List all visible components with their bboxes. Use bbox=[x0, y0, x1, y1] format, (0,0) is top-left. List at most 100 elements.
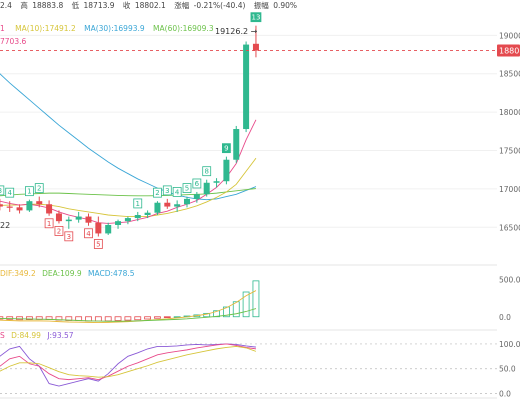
candle-body bbox=[203, 182, 210, 195]
marker-box bbox=[162, 185, 172, 196]
sequence-markers: 23412123451234568913 bbox=[0, 12, 262, 249]
j-label: J:93.57 bbox=[46, 331, 73, 340]
marker-label: 3 bbox=[165, 187, 169, 195]
dif-label: DIF:349.2 bbox=[0, 269, 36, 278]
d-label: D:84.99 bbox=[11, 331, 41, 340]
macd-bar bbox=[85, 316, 92, 322]
macd-bar bbox=[124, 316, 132, 321]
marker-label: 4 bbox=[7, 189, 12, 197]
dif-line bbox=[0, 290, 257, 324]
candle-body bbox=[105, 224, 112, 234]
marker-box bbox=[54, 226, 64, 236]
candle-body bbox=[75, 216, 82, 220]
marker-box bbox=[0, 185, 5, 196]
price-tick-label: 18000 bbox=[499, 108, 520, 117]
marker-label: 3 bbox=[0, 187, 2, 195]
marker-label: 5 bbox=[96, 241, 100, 249]
macd-bar bbox=[104, 316, 112, 322]
ma10-line bbox=[0, 157, 257, 217]
marker-box bbox=[84, 228, 93, 239]
dea-line bbox=[0, 308, 257, 322]
candle-body bbox=[26, 201, 33, 211]
macd-bar bbox=[232, 301, 240, 318]
price-tick-label: 17500 bbox=[499, 147, 520, 156]
ma10-label: MA(10):17491.2 bbox=[15, 24, 76, 33]
marker-label: 9 bbox=[224, 145, 228, 153]
candle-body bbox=[164, 202, 171, 207]
candle-body bbox=[144, 212, 151, 216]
candle-body bbox=[115, 221, 122, 225]
candle-body bbox=[213, 181, 220, 183]
macd-bar bbox=[16, 316, 23, 321]
dea-label: DEA:109.9 bbox=[42, 269, 82, 278]
kdj-pane bbox=[0, 343, 497, 394]
marker-label: 1 bbox=[136, 200, 140, 208]
ma30-line bbox=[0, 73, 257, 201]
current-price-value: 18802 bbox=[499, 47, 520, 56]
price-tick-label: 19000 bbox=[499, 31, 520, 40]
candle-body bbox=[46, 204, 53, 214]
marker-box bbox=[24, 186, 34, 197]
candle-body bbox=[184, 198, 190, 205]
macd-bar bbox=[144, 316, 152, 320]
candle-body bbox=[0, 204, 3, 207]
marker-label: 3 bbox=[67, 233, 71, 241]
candle-body bbox=[134, 215, 141, 219]
kdj-legend: S D:84.99 J:93.57 bbox=[0, 331, 74, 340]
macd-bar bbox=[6, 316, 14, 320]
ma5-line bbox=[0, 119, 257, 224]
kdj-tick-label: 0.0 bbox=[499, 390, 511, 399]
macd-bar bbox=[203, 312, 211, 318]
candles bbox=[0, 25, 259, 237]
header-ma-row: 1 MA(10):17491.2 MA(30):16993.9 MA(60):1… bbox=[0, 24, 214, 33]
header-extra-value: 7703.6 bbox=[0, 37, 26, 46]
marker-box bbox=[192, 178, 202, 189]
j-line bbox=[0, 343, 257, 387]
marker-box bbox=[250, 12, 262, 23]
macd-bar bbox=[25, 316, 33, 320]
k-label: S bbox=[0, 331, 5, 340]
current-price-tag: 18802 bbox=[497, 44, 520, 57]
candle-body bbox=[223, 159, 230, 182]
marker-label: 2 bbox=[155, 189, 159, 197]
candle-body bbox=[233, 129, 240, 160]
candle-body bbox=[174, 204, 181, 207]
price-axis: 19000 18500 18000 17500 17000 16500 500.0 0.0 10… bbox=[499, 31, 520, 398]
price-axis-bg bbox=[497, 0, 520, 400]
macd-legend: DIF:349.2 DEA:109.9 MACD:478.5 bbox=[0, 269, 135, 278]
marker-box bbox=[64, 231, 74, 242]
d-line bbox=[0, 345, 257, 378]
marker-box bbox=[34, 183, 44, 193]
marker-label: 6 bbox=[195, 180, 200, 188]
marker-box bbox=[153, 187, 162, 198]
marker-box bbox=[93, 239, 103, 249]
marker-label: 2 bbox=[37, 185, 41, 193]
macd-label: MACD:478.5 bbox=[88, 269, 135, 278]
marker-box bbox=[172, 187, 182, 197]
price-tick-label: 16500 bbox=[499, 223, 520, 232]
candle-body bbox=[243, 44, 250, 130]
kdj-tick-label: 100.0 bbox=[499, 340, 520, 349]
macd-tick-label: 500.0 bbox=[499, 275, 520, 284]
candle-body bbox=[85, 216, 92, 223]
marker-box bbox=[221, 143, 231, 154]
candle-body bbox=[65, 219, 72, 222]
candle-body bbox=[6, 206, 13, 208]
marker-label: 1 bbox=[47, 220, 51, 228]
marker-box bbox=[202, 166, 212, 177]
ma60-label: MA(60):16909.3 bbox=[153, 24, 214, 33]
grid bbox=[0, 34, 520, 399]
macd-bar bbox=[0, 316, 4, 320]
marker-label: 4 bbox=[175, 188, 180, 196]
candle-body bbox=[252, 43, 259, 51]
price-tick-label: 17000 bbox=[499, 185, 520, 194]
marker-label: 5 bbox=[185, 185, 189, 193]
ma5-label: 1 bbox=[0, 24, 5, 33]
low-annotation: 22 bbox=[0, 221, 10, 230]
marker-box bbox=[44, 218, 54, 229]
candle-body bbox=[36, 201, 43, 205]
kdj-tick-label: 50.0 bbox=[499, 365, 516, 374]
macd-bar bbox=[163, 316, 171, 318]
marker-label: 2 bbox=[57, 227, 61, 235]
